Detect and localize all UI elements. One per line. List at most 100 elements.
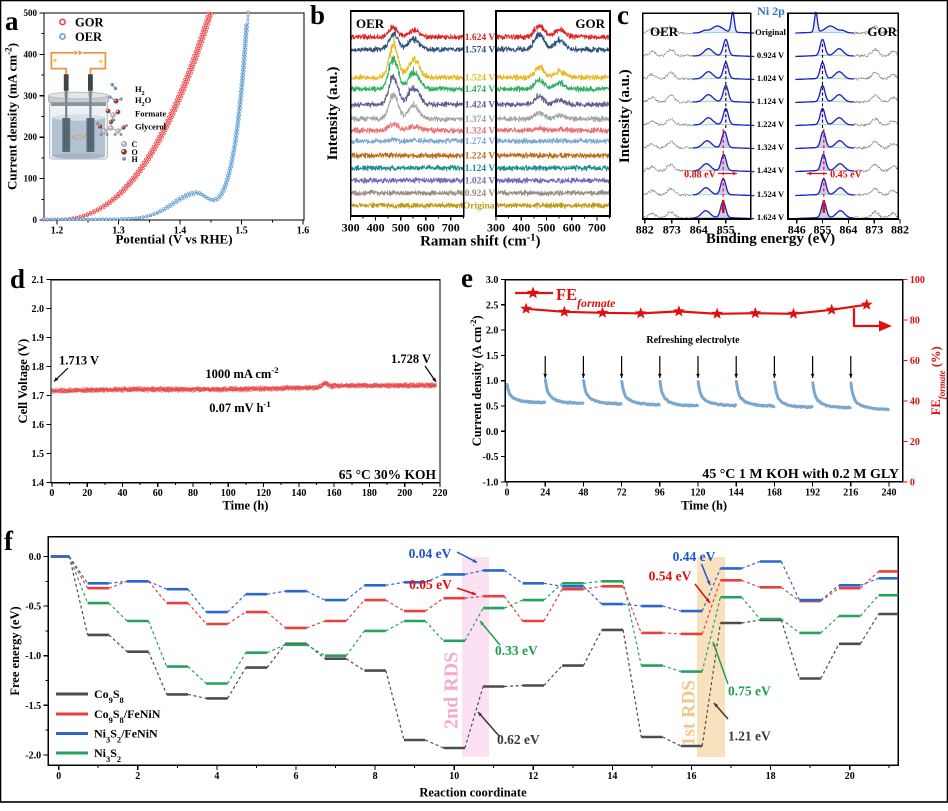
svg-text:882: 882 — [636, 223, 654, 237]
svg-text:OER: OER — [650, 24, 679, 39]
svg-text:0.924 V: 0.924 V — [465, 189, 496, 199]
svg-text:Ni3S2/FeNiN: Ni3S2/FeNiN — [94, 727, 158, 745]
svg-text:C: C — [132, 140, 138, 149]
svg-text:60: 60 — [910, 356, 920, 367]
svg-text:120: 120 — [256, 488, 271, 499]
svg-text:1.574 V: 1.574 V — [465, 46, 496, 56]
svg-text:✦: ✦ — [98, 58, 104, 66]
svg-text:OER: OER — [75, 30, 103, 44]
svg-text:0.0: 0.0 — [29, 552, 42, 563]
svg-text:4: 4 — [214, 771, 219, 782]
svg-text:1.324 V: 1.324 V — [757, 142, 785, 152]
svg-text:700: 700 — [442, 221, 460, 235]
svg-text:1.21 eV: 1.21 eV — [728, 729, 771, 744]
svg-text:24: 24 — [540, 487, 550, 498]
svg-text:1.424 V: 1.424 V — [757, 165, 785, 175]
svg-text:-2.0: -2.0 — [25, 750, 41, 761]
svg-text:0: 0 — [505, 487, 510, 498]
svg-text:96: 96 — [655, 487, 665, 498]
svg-text:0.44 eV: 0.44 eV — [673, 549, 716, 564]
svg-text:Reaction coordinate: Reaction coordinate — [419, 786, 527, 800]
svg-text:180: 180 — [362, 488, 377, 499]
svg-text:65 °C 30% KOH: 65 °C 30% KOH — [339, 467, 437, 482]
svg-text:0.75 eV: 0.75 eV — [728, 684, 771, 699]
svg-text:0.04 eV: 0.04 eV — [409, 546, 452, 561]
svg-text:1.624 V: 1.624 V — [465, 33, 496, 43]
svg-text:100: 100 — [910, 275, 925, 286]
svg-text:700: 700 — [588, 221, 606, 235]
svg-text:b: b — [310, 0, 325, 30]
svg-text:1.024 V: 1.024 V — [757, 73, 785, 83]
svg-text:14: 14 — [607, 771, 617, 782]
svg-text:882: 882 — [891, 223, 909, 237]
svg-text:18: 18 — [766, 771, 776, 782]
svg-text:2.0: 2.0 — [486, 326, 499, 337]
svg-text:300: 300 — [342, 221, 360, 235]
svg-text:a: a — [5, 6, 19, 36]
svg-text:0.5: 0.5 — [486, 402, 499, 413]
svg-text:6: 6 — [294, 771, 299, 782]
svg-text:d: d — [10, 264, 25, 294]
svg-text:1.424 V: 1.424 V — [465, 101, 496, 111]
svg-text:12: 12 — [528, 771, 538, 782]
svg-text:Current density (mA cm-2): Current density (mA cm-2) — [4, 43, 20, 190]
svg-text:1.024 V: 1.024 V — [465, 177, 496, 187]
svg-text:1.728 V: 1.728 V — [391, 352, 431, 366]
svg-text:1.224 V: 1.224 V — [757, 119, 785, 129]
svg-text:0.05 eV: 0.05 eV — [409, 577, 452, 592]
svg-text:500: 500 — [392, 221, 410, 235]
svg-text:120: 120 — [691, 487, 706, 498]
svg-text:80: 80 — [188, 488, 198, 499]
svg-text:2.0: 2.0 — [32, 304, 45, 315]
svg-text:60: 60 — [153, 488, 163, 499]
svg-text:1.9: 1.9 — [32, 333, 45, 344]
svg-text:H2O: H2O — [135, 95, 152, 108]
svg-text:873: 873 — [663, 223, 681, 237]
svg-text:Co9S8: Co9S8 — [94, 687, 124, 705]
svg-text:H: H — [132, 155, 139, 164]
svg-text:855: 855 — [717, 223, 735, 237]
svg-text:1.624 V: 1.624 V — [757, 212, 785, 222]
svg-text:1.0: 1.0 — [486, 376, 499, 387]
svg-text:216: 216 — [843, 487, 858, 498]
svg-text:864: 864 — [690, 223, 708, 237]
svg-text:Raman shift (cm-1): Raman shift (cm-1) — [420, 232, 540, 250]
svg-text:2: 2 — [135, 771, 140, 782]
svg-text:600: 600 — [417, 221, 435, 235]
svg-text:10: 10 — [449, 771, 459, 782]
svg-text:48: 48 — [578, 487, 588, 498]
svg-text:855: 855 — [814, 223, 832, 237]
svg-text:1.474 V: 1.474 V — [465, 85, 496, 95]
svg-text:1.7: 1.7 — [32, 391, 45, 402]
svg-text:1.274 V: 1.274 V — [465, 137, 496, 147]
svg-text:300: 300 — [24, 91, 38, 101]
svg-text:GOR: GOR — [575, 16, 605, 31]
svg-text:0: 0 — [56, 771, 61, 782]
svg-text:1.3: 1.3 — [112, 226, 125, 237]
svg-text:-0.5: -0.5 — [483, 452, 499, 463]
svg-text:140: 140 — [291, 488, 306, 499]
svg-text:Binding energy (eV): Binding energy (eV) — [706, 231, 835, 247]
svg-text:1.4: 1.4 — [174, 226, 187, 237]
svg-text:0.88 eV: 0.88 eV — [684, 170, 716, 181]
svg-text:Time (h): Time (h) — [681, 498, 727, 512]
svg-text:400: 400 — [24, 49, 38, 59]
svg-text:Cell Voltage (V): Cell Voltage (V) — [16, 339, 30, 424]
svg-text:8: 8 — [373, 771, 378, 782]
svg-text:1.124 V: 1.124 V — [465, 164, 496, 174]
svg-text:1.8: 1.8 — [32, 362, 45, 373]
svg-text:1.124 V: 1.124 V — [757, 96, 785, 106]
svg-text:200: 200 — [24, 132, 38, 142]
svg-text:0.45 eV: 0.45 eV — [830, 170, 862, 181]
svg-text:1.713 V: 1.713 V — [59, 354, 99, 368]
svg-text:1.2: 1.2 — [51, 226, 64, 237]
svg-text:864: 864 — [839, 223, 857, 237]
svg-text:2nd RDS: 2nd RDS — [441, 652, 463, 729]
svg-text:40: 40 — [910, 396, 920, 407]
svg-text:Original: Original — [755, 27, 786, 37]
svg-text:100: 100 — [24, 174, 38, 184]
svg-text:f: f — [4, 526, 14, 556]
svg-text:2.5: 2.5 — [486, 300, 499, 311]
svg-text:500: 500 — [24, 8, 38, 18]
svg-text:3.0: 3.0 — [486, 275, 499, 286]
